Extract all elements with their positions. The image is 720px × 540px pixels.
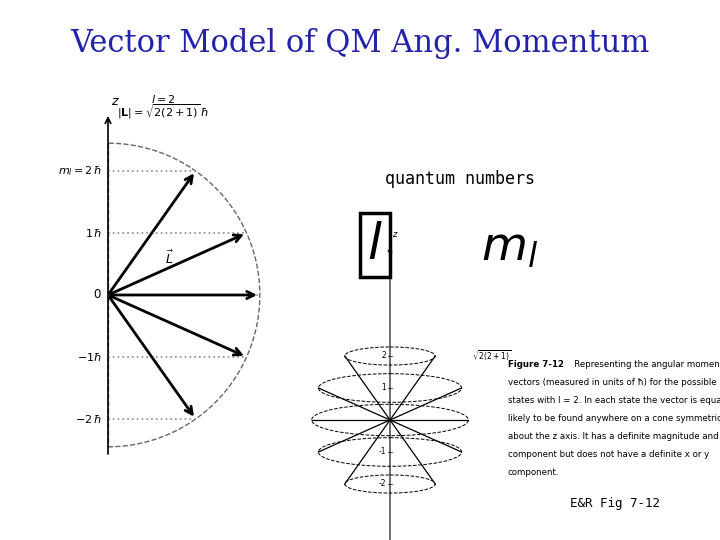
Text: $m_l = 2\,\hbar$: $m_l = 2\,\hbar$ [58, 164, 102, 178]
Text: $\sqrt{2(2+1)}$: $\sqrt{2(2+1)}$ [472, 349, 511, 363]
Text: $l$: $l$ [367, 220, 383, 269]
Text: component but does not have a definite x or y: component but does not have a definite x… [508, 450, 709, 459]
Text: $-2\,\hbar$: $-2\,\hbar$ [76, 413, 102, 425]
Text: likely to be found anywhere on a cone symmetrical: likely to be found anywhere on a cone sy… [508, 414, 720, 423]
Text: states with l = 2. In each state the vector is equally: states with l = 2. In each state the vec… [508, 396, 720, 405]
Text: Vector Model of QM Ang. Momentum: Vector Model of QM Ang. Momentum [71, 28, 649, 59]
Text: 1: 1 [382, 383, 386, 393]
Text: $0$: $0$ [94, 288, 102, 301]
Text: z: z [392, 230, 397, 239]
Text: $|\mathbf{L}| = \sqrt{2(2+1)}\,\hbar$: $|\mathbf{L}| = \sqrt{2(2+1)}\,\hbar$ [117, 103, 209, 121]
Text: $-1\hbar$: $-1\hbar$ [77, 351, 102, 363]
Text: $1\,\hbar$: $1\,\hbar$ [85, 227, 102, 239]
Text: Representing the angular momentum: Representing the angular momentum [566, 360, 720, 369]
Text: about the z axis. It has a definite magnitude and z: about the z axis. It has a definite magn… [508, 432, 720, 441]
Text: E&R Fig 7-12: E&R Fig 7-12 [570, 497, 660, 510]
Text: $\vec{L}$: $\vec{L}$ [165, 250, 174, 267]
Text: Figure 7-12: Figure 7-12 [508, 360, 564, 369]
Text: quantum numbers: quantum numbers [385, 170, 535, 188]
Text: component.: component. [508, 468, 559, 477]
Text: vectors (measured in units of ħ) for the possible: vectors (measured in units of ħ) for the… [508, 378, 716, 387]
Text: -1: -1 [379, 448, 386, 456]
Text: -2: -2 [379, 480, 386, 489]
Text: $m_l$: $m_l$ [482, 225, 539, 271]
Text: z: z [111, 95, 117, 108]
Text: 2: 2 [382, 352, 386, 361]
Text: $l = 2$: $l = 2$ [150, 93, 176, 105]
